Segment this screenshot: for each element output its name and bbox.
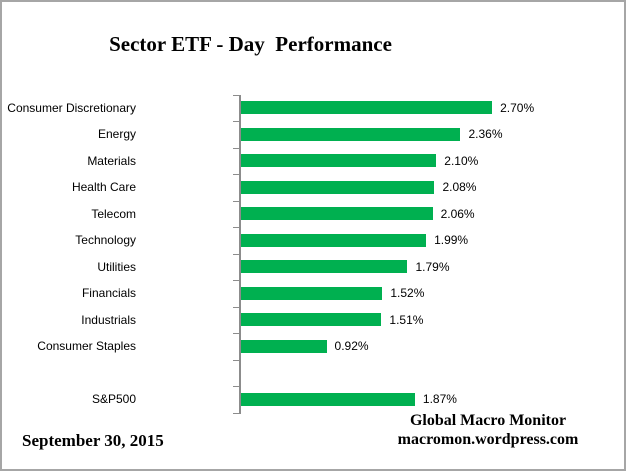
bar bbox=[241, 233, 427, 247]
bar bbox=[241, 101, 493, 115]
category-label: Consumer Staples bbox=[37, 339, 136, 354]
category-label: Utilities bbox=[97, 259, 136, 274]
value-label: 2.10% bbox=[444, 153, 479, 168]
axis-tick bbox=[233, 280, 241, 281]
category-label: Technology bbox=[75, 233, 136, 248]
category-label: Materials bbox=[87, 153, 136, 168]
value-label: 0.92% bbox=[334, 339, 369, 354]
category-label: Industrials bbox=[81, 312, 136, 327]
value-label: 2.70% bbox=[500, 100, 535, 115]
axis-tick bbox=[233, 333, 241, 334]
value-label: 2.36% bbox=[468, 127, 503, 142]
axis-tick bbox=[233, 174, 241, 175]
chart-date: September 30, 2015 bbox=[22, 431, 164, 450]
category-label: Financials bbox=[81, 286, 136, 301]
attribution: Global Macro Monitor macromon.wordpress.… bbox=[357, 411, 619, 449]
value-label: 1.87% bbox=[422, 392, 457, 407]
axis-tick bbox=[233, 306, 241, 308]
bar bbox=[241, 127, 461, 141]
category-label: Energy bbox=[97, 127, 136, 142]
category-label: Telecom bbox=[91, 206, 136, 221]
value-label: 1.99% bbox=[434, 233, 469, 248]
bar bbox=[241, 392, 415, 406]
axis-tick bbox=[233, 121, 241, 122]
bar bbox=[241, 339, 327, 353]
value-label: 1.51% bbox=[389, 312, 424, 327]
bar bbox=[241, 207, 433, 221]
value-label: 2.08% bbox=[442, 180, 477, 195]
value-label: 1.52% bbox=[390, 286, 425, 301]
value-label: 2.06% bbox=[440, 206, 475, 221]
bar bbox=[241, 154, 437, 168]
category-label: S&P500 bbox=[91, 392, 136, 407]
value-label: 1.79% bbox=[415, 259, 450, 274]
axis-tick bbox=[233, 94, 241, 96]
axis-tick bbox=[233, 200, 241, 202]
attribution-source: Global Macro Monitor bbox=[409, 412, 567, 429]
axis-tick bbox=[233, 359, 241, 361]
axis-tick bbox=[233, 386, 241, 387]
attribution-url: macromon.wordpress.com bbox=[397, 431, 579, 448]
axis-tick bbox=[233, 227, 241, 228]
category-label: Consumer Discretionary bbox=[7, 100, 136, 115]
category-label: Health Care bbox=[71, 180, 136, 195]
category-label bbox=[2, 360, 136, 387]
bar bbox=[241, 260, 408, 274]
bar bbox=[241, 286, 383, 300]
plot-area: Consumer Discretionary 2.70% Energy 2.36% Ma… bbox=[2, 94, 624, 414]
bar bbox=[241, 313, 382, 327]
axis-tick bbox=[233, 147, 241, 149]
axis-tick bbox=[233, 412, 241, 414]
chart-title: Sector ETF - Day Performance bbox=[109, 32, 392, 56]
bar bbox=[241, 180, 435, 194]
axis-tick bbox=[233, 253, 241, 255]
